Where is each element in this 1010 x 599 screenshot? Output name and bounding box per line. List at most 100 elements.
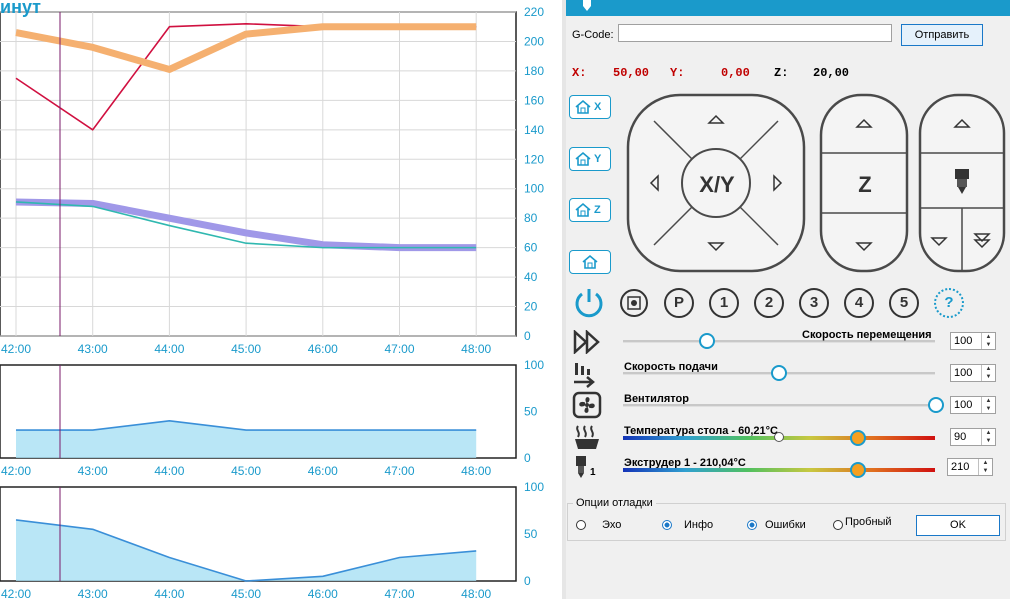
fan-spinbox[interactable]: 100 ▲ ▼ (950, 396, 996, 414)
temp-y-tick-label: 140 (524, 123, 544, 137)
info-label: Инфо (684, 519, 714, 531)
temp-y-tick-label: 80 (524, 211, 538, 225)
temp-y-tick-label: 60 (524, 241, 538, 255)
extruder-temp-track[interactable] (623, 468, 935, 472)
xy-jog-pad[interactable] (626, 93, 808, 275)
chart-grid (0, 11, 517, 582)
debug-options-label: Опции отладки (573, 497, 656, 509)
extrude-fast-arrow-icon[interactable] (973, 233, 991, 249)
z-coord-value: 20,00 (813, 66, 850, 80)
x-coord-label: X: (572, 66, 587, 80)
extruder-index: 1 (590, 467, 596, 478)
fan-thumb[interactable] (928, 397, 944, 413)
z-up-arrow-icon[interactable] (855, 118, 873, 128)
mid-x-tick-label: 42:00 (1, 464, 31, 478)
move-speed-thumb[interactable] (699, 333, 715, 349)
dry-run-radio[interactable] (833, 520, 843, 530)
power-icon[interactable] (572, 286, 606, 320)
home-all-button[interactable] (569, 250, 611, 274)
temp-y-tick-label: 0 (524, 329, 531, 343)
bottom-x-tick-label: 43:00 (78, 587, 108, 599)
mode-button-1[interactable]: 1 (709, 288, 739, 318)
bottom-x-tick-label: 48:00 (461, 587, 491, 599)
mid-x-tick-label: 45:00 (231, 464, 261, 478)
feed-speed-thumb[interactable] (771, 365, 787, 381)
temp-x-tick-label: 43:00 (78, 342, 108, 356)
temp-y-tick-label: 180 (524, 64, 544, 78)
x-plus-arrow-icon[interactable] (773, 174, 783, 192)
echo-radio[interactable] (576, 520, 586, 530)
errors-radio[interactable] (747, 520, 757, 530)
temp-x-tick-label: 44:00 (154, 342, 184, 356)
z-jog-pad[interactable] (819, 93, 911, 275)
feed-speed-icon (574, 363, 595, 388)
bed-target-thumb[interactable] (850, 430, 866, 446)
y-plus-arrow-icon[interactable] (707, 114, 725, 124)
extruder-jog-pad[interactable] (918, 93, 1006, 275)
home-z-label: Z (594, 204, 601, 216)
feed-speed-label: Скорость подачи (624, 361, 718, 373)
mode-button-p[interactable]: P (664, 288, 694, 318)
home-x-label: X (594, 101, 602, 113)
info-radio[interactable] (662, 520, 672, 530)
mode-button-5[interactable]: 5 (889, 288, 919, 318)
extrude-arrow-icon[interactable] (930, 237, 948, 247)
extruder-temp-spinbox[interactable]: 210 ▲ ▼ (947, 458, 993, 476)
mid-x-tick-label: 47:00 (384, 464, 414, 478)
home-x-button[interactable]: X (569, 95, 611, 119)
feed-speed-spinbox[interactable]: 100 ▲ ▼ (950, 364, 996, 382)
mode-button-2[interactable]: 2 (754, 288, 784, 318)
fan-label: Вентилятор (624, 393, 689, 405)
temperature-chart-area: 220 200 180 160 140 120 100 80 60 40 20 0 42:00 43:00… (0, 0, 562, 599)
bottom-x-tick-label: 47:00 (384, 587, 414, 599)
y-minus-arrow-icon[interactable] (707, 242, 725, 252)
chart-series (15, 12, 477, 582)
home-icon (575, 99, 591, 114)
fan-track[interactable] (623, 404, 935, 407)
fan-icon (572, 391, 602, 419)
bottom-x-tick-label: 44:00 (154, 587, 184, 599)
extruder-nozzle-icon (955, 169, 969, 194)
move-speed-icon (573, 330, 600, 354)
home-y-button[interactable]: Y (569, 147, 611, 171)
home-icon (582, 254, 598, 269)
extruder-icon (576, 456, 586, 478)
mid-x-tick-label: 48:00 (461, 464, 491, 478)
chart-title-fragment: инут (0, 0, 41, 17)
move-speed-track[interactable] (623, 340, 935, 343)
gcode-label: G-Code: (572, 29, 614, 41)
panel-header-bar (566, 0, 1010, 16)
mid-x-tick-label: 46:00 (308, 464, 338, 478)
bottom-x-tick-label: 42:00 (1, 587, 31, 599)
gcode-input[interactable] (618, 24, 892, 42)
bottom-y-tick-label: 50 (524, 527, 538, 541)
errors-label: Ошибки (765, 519, 806, 531)
extruder-target-thumb[interactable] (850, 462, 866, 478)
sd-card-icon[interactable] (619, 288, 649, 318)
x-minus-arrow-icon[interactable] (649, 174, 659, 192)
temp-y-tick-label: 100 (524, 182, 544, 196)
temp-x-tick-label: 42:00 (1, 342, 31, 356)
x-coord-value: 50,00 (613, 66, 650, 80)
debug-options-group (567, 503, 1006, 541)
heated-bed-icon (575, 425, 599, 449)
mode-button-3[interactable]: 3 (799, 288, 829, 318)
mode-button-4[interactable]: 4 (844, 288, 874, 318)
splitter[interactable] (562, 0, 566, 599)
bottom-x-tick-label: 46:00 (308, 587, 338, 599)
echo-label: Эхо (602, 519, 622, 531)
z-down-arrow-icon[interactable] (855, 242, 873, 252)
home-z-button[interactable]: Z (569, 198, 611, 222)
mode-button-help[interactable]: ? (934, 288, 964, 318)
ok-button[interactable]: OK (916, 515, 1000, 536)
retract-arrow-icon[interactable] (953, 118, 971, 128)
bed-current-temp-marker (774, 432, 784, 442)
temp-y-tick-label: 40 (524, 270, 538, 284)
mid-x-tick-label: 44:00 (154, 464, 184, 478)
bed-temp-spinbox[interactable]: 90 ▲ ▼ (950, 428, 996, 446)
move-speed-spinbox[interactable]: 100 ▲ ▼ (950, 332, 996, 350)
temp-frame (0, 11, 517, 337)
extruder-temp-label: Экструдер 1 - 210,04°C (624, 457, 746, 469)
send-button[interactable]: Отправить (901, 24, 983, 46)
